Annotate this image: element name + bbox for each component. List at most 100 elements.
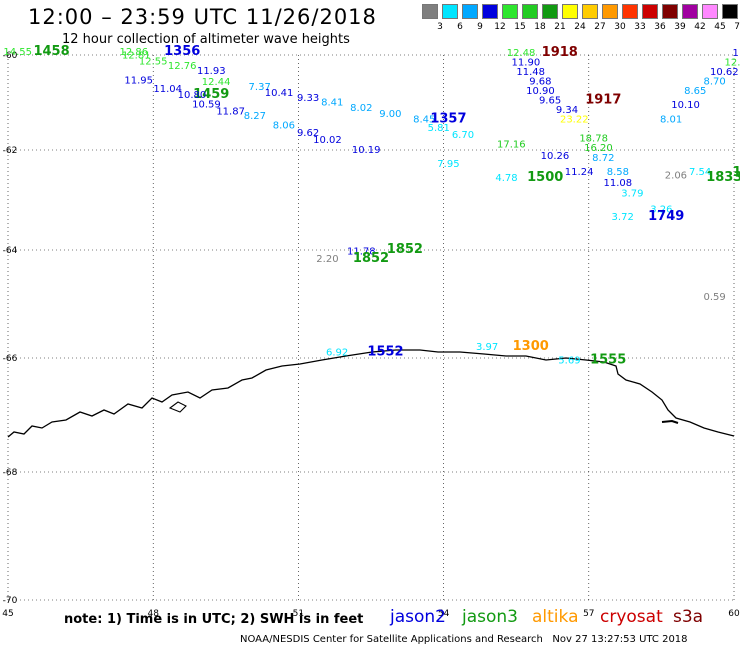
- y-tick-label: -66: [3, 354, 18, 364]
- wave-height-label: 9.65: [539, 95, 561, 106]
- wave-height-label: 7.95: [437, 159, 459, 170]
- satellite-cryosat: cryosat: [600, 607, 663, 627]
- y-tick-label: -64: [3, 246, 18, 256]
- wave-height-label: 9.34: [556, 105, 578, 116]
- legend-swatch: [522, 4, 538, 19]
- legend-label: 21: [554, 22, 566, 32]
- wave-height-label: 12.44: [202, 77, 231, 88]
- wave-height-label: 10.80: [178, 90, 207, 101]
- pass-time-label: 1552: [367, 344, 403, 359]
- wave-height-label: 11.78: [347, 246, 376, 257]
- legend-label: 18: [534, 22, 546, 32]
- legend-swatch: [642, 4, 658, 19]
- wave-height-label: 10.02: [313, 135, 342, 146]
- x-tick-label: 48: [147, 609, 159, 619]
- legend-swatch: [502, 4, 518, 19]
- coastline-island: [661, 419, 679, 424]
- legend-label: 15: [514, 22, 526, 32]
- wave-height-label: 12.81: [122, 50, 151, 61]
- credit-line: NOAA/NESDIS Center for Satellite Applica…: [240, 634, 688, 645]
- wave-height-label: 2.06: [665, 171, 687, 182]
- legend-label: 42: [694, 22, 706, 32]
- wave-height-label: 9.33: [297, 93, 319, 104]
- wave-height-label: 8.65: [684, 86, 706, 97]
- wave-height-label: 5.81: [428, 123, 450, 134]
- pass-time-label: 1500: [527, 170, 563, 185]
- wave-height-label: 17.16: [497, 140, 526, 151]
- satellite-jason3: jason3: [462, 607, 518, 627]
- legend-swatch: [682, 4, 698, 19]
- legend-label: 9: [477, 22, 483, 32]
- x-tick-label: 51: [293, 609, 304, 619]
- legend-label: 70: [734, 22, 740, 32]
- legend-label: 24: [574, 22, 586, 32]
- pass-time-label: 1852: [387, 242, 423, 257]
- map-title: 12:00 – 23:59 UTC 11/26/2018: [28, 5, 377, 29]
- wave-height-label: 3.72: [612, 212, 634, 223]
- legend-swatch: [662, 4, 678, 19]
- wave-height-label: 11.04: [153, 84, 182, 95]
- wave-height-label: 11.90: [512, 57, 541, 68]
- wave-height-label: 8.45: [413, 114, 435, 125]
- wave-height-label: 12.48: [507, 48, 536, 59]
- pass-time-label: 1300: [513, 339, 549, 354]
- legend-label: 39: [674, 22, 686, 32]
- wave-height-label: 16.20: [584, 143, 613, 154]
- wave-height-label: 9.68: [529, 76, 551, 87]
- pass-time-label: 1459: [193, 87, 229, 102]
- legend-swatch: [602, 4, 618, 19]
- wave-height-label: 11.87: [216, 106, 245, 117]
- legend-swatch: [442, 4, 458, 19]
- wave-height-label: 7.54: [689, 167, 711, 178]
- wave-height-label: 10.59: [192, 99, 221, 110]
- wave-height-label: 5.69: [558, 356, 580, 367]
- x-tick-label: 45: [2, 609, 13, 619]
- legend-label: 12: [494, 22, 506, 32]
- pass-time-label: 1852: [353, 251, 389, 266]
- pass-time-label: 1357: [430, 111, 466, 126]
- wave-height-label: 8.01: [660, 114, 682, 125]
- legend-swatch: [562, 4, 578, 19]
- wave-height-label: 8.41: [321, 97, 343, 108]
- wave-height-label: 12.33: [725, 57, 740, 68]
- wave-height-label: 2.20: [316, 254, 338, 265]
- satellite-jason2: jason2: [390, 607, 446, 627]
- pass-time-label: 1918: [542, 45, 578, 60]
- wave-height-label: 12.76: [168, 61, 197, 72]
- wave-height-label: 3.26: [650, 205, 672, 216]
- y-tick-label: -68: [3, 468, 18, 478]
- wave-height-label: 10.90: [526, 86, 555, 97]
- wave-height-label: 11.95: [124, 76, 153, 87]
- x-tick-label: 60: [728, 609, 740, 619]
- wave-height-label: 8.72: [592, 153, 614, 164]
- wave-height-label: 8.27: [244, 111, 266, 122]
- wave-height-label: 12.55: [139, 57, 168, 68]
- legend-label: 36: [654, 22, 666, 32]
- wave-height-label: 6.92: [326, 347, 348, 358]
- legend-swatch: [702, 4, 718, 19]
- wave-height-label: 10.26: [541, 151, 570, 162]
- legend-label: 3: [437, 22, 443, 32]
- legend-swatch: [582, 4, 598, 19]
- legend-swatch: [482, 4, 498, 19]
- legend-label: 30: [614, 22, 626, 32]
- units-note: note: 1) Time is in UTC; 2) SWH is in fe…: [64, 612, 364, 627]
- legend-swatch: [722, 4, 738, 19]
- x-tick-label: 57: [583, 609, 594, 619]
- wave-height-label: 10.41: [265, 88, 294, 99]
- wave-height-label: 11.93: [197, 66, 226, 77]
- pass-time-label: 1356: [164, 44, 200, 59]
- wave-height-label: 14.55: [3, 47, 32, 58]
- y-tick-label: -60: [3, 51, 18, 61]
- legend-swatch: [622, 4, 638, 19]
- wave-height-label: 0.59: [704, 292, 726, 303]
- y-tick-label: -70: [3, 596, 18, 606]
- legend-label: 6: [457, 22, 463, 32]
- pass-time-label: 1555: [590, 353, 626, 368]
- wave-height-label: 4.78: [495, 173, 517, 184]
- legend-label: 33: [634, 22, 646, 32]
- lat-lon-grid: 45 48 51 54 57 60 -60 -62 -64 -66 -68 -70: [2, 51, 740, 619]
- map-subtitle: 12 hour collection of altimeter wave hei…: [62, 32, 350, 47]
- wave-height-label: 10.19: [352, 145, 381, 156]
